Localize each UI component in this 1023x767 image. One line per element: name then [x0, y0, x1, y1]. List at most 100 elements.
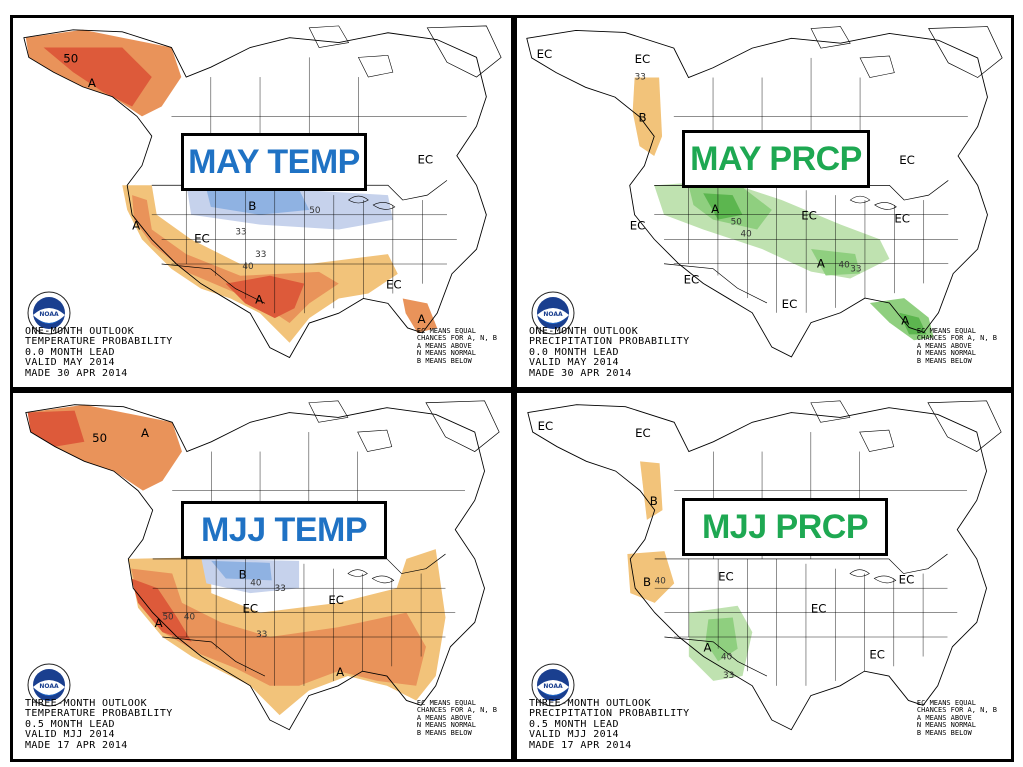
map-label: A [88, 76, 96, 90]
map-label: A [255, 292, 263, 306]
legend-line: B MEANS BELOW [416, 728, 472, 737]
panel-title: MJJ TEMP [181, 501, 387, 559]
legend-line: A MEANS ABOVE [916, 341, 972, 350]
map-label: 40 [242, 262, 254, 272]
ec-legend: EC MEANS EQUAL CHANCES FOR A, N, B A MEA… [916, 326, 997, 366]
legend-line: B MEANS BELOW [916, 728, 972, 737]
caption-line: ONE-MONTH OUTLOOK [25, 325, 135, 337]
map-label: 50 [162, 612, 173, 622]
map-label: A [155, 616, 163, 630]
legend-line: A MEANS ABOVE [416, 341, 472, 350]
caption-line: MADE 17 APR 2014 [529, 739, 632, 751]
map-label: B [650, 494, 658, 508]
legend-line: EC MEANS EQUAL [416, 326, 476, 335]
map-label: A [901, 314, 909, 328]
panel-may-temp: 50 A A A A B EC EC EC 50 40 33 33 MAY TE… [10, 15, 514, 390]
map-label: 40 [721, 652, 732, 662]
legend-line: N MEANS NORMAL [916, 721, 976, 729]
panel-title: MAY PRCP [682, 130, 870, 188]
logo-text: NOAA [543, 683, 563, 690]
map-label: 33 [850, 265, 861, 275]
legend-line: CHANCES FOR A, N, B [416, 706, 497, 714]
caption-line: 0.0 MONTH LEAD [25, 346, 115, 358]
caption-line: MADE 30 APR 2014 [529, 367, 632, 379]
map-label: EC [242, 602, 258, 616]
mjj-prcp-map: EC EC EC EC EC EC B B A 40 40 33 [527, 400, 1002, 731]
noaa-logo-icon: NOAA [27, 291, 71, 335]
map-label: 40 [838, 261, 850, 271]
caption-line: MADE 30 APR 2014 [25, 367, 128, 379]
map-label: B [239, 567, 247, 581]
caption-line: VALID MAY 2014 [25, 357, 115, 368]
ec-legend: EC MEANS EQUAL CHANCES FOR A, N, B A MEA… [416, 698, 497, 738]
map-label: A [817, 257, 825, 271]
legend-line: N MEANS NORMAL [916, 349, 976, 357]
outlook-caption: THREE-MONTH OUTLOOK PRECIPITATION PROBAB… [529, 697, 690, 752]
panel-mjj-temp: 50 A A A B EC EC 50 40 40 33 33 MJJ TEMP… [10, 390, 514, 762]
caption-line: THREE-MONTH OUTLOOK [25, 697, 147, 709]
map-label: A [417, 312, 425, 326]
legend-line: CHANCES FOR A, N, B [416, 334, 497, 342]
map-label: EC [386, 278, 402, 292]
panel-may-prcp: EC EC EC EC EC EC EC EC B A A A 50 40 40… [514, 15, 1014, 390]
outlook-caption: ONE-MONTH OUTLOOK TEMPERATURE PROBABILIT… [25, 325, 173, 380]
caption-line: PRECIPITATION PROBABILITY [529, 336, 690, 347]
legend-line: N MEANS NORMAL [416, 721, 476, 729]
caption-line: 0.5 MONTH LEAD [25, 718, 115, 730]
may-prcp-map: EC EC EC EC EC EC EC EC B A A A 50 40 40… [526, 26, 1003, 358]
noaa-logo-icon: NOAA [531, 291, 575, 335]
legend-line: N MEANS NORMAL [416, 349, 476, 357]
map-label: 50 [731, 218, 743, 228]
map-label: 40 [184, 612, 195, 622]
legend-line: CHANCES FOR A, N, B [916, 334, 997, 342]
caption-line: VALID MJJ 2014 [529, 729, 619, 740]
map-label: 33 [275, 584, 286, 594]
legend-line: EC MEANS EQUAL [916, 326, 976, 335]
map-label: EC [801, 209, 817, 223]
map-label: EC [899, 153, 915, 167]
caption-line: VALID MAY 2014 [529, 357, 619, 368]
map-label: EC [894, 212, 910, 226]
map-label: EC [684, 272, 700, 286]
map-label: 50 [92, 431, 107, 445]
map-label: 40 [250, 578, 261, 588]
legend-line: A MEANS ABOVE [416, 713, 472, 722]
noaa-logo-icon: NOAA [27, 663, 71, 707]
caption-line: TEMPERATURE PROBABILITY [25, 708, 173, 719]
map-label: EC [328, 593, 344, 607]
caption-line: TEMPERATURE PROBABILITY [25, 336, 173, 347]
legend-line: EC MEANS EQUAL [416, 698, 476, 707]
map-label: B [248, 199, 256, 213]
map-label: 40 [740, 229, 752, 239]
map-label: 33 [256, 630, 267, 640]
map-label: A [132, 219, 140, 233]
mjj-temp-map: 50 A A A B EC EC 50 40 40 33 33 [25, 400, 500, 731]
map-label: B [639, 111, 647, 125]
map-label: EC [635, 52, 651, 66]
map-label: 50 [309, 206, 321, 216]
caption-line: VALID MJJ 2014 [25, 729, 115, 740]
map-label: EC [635, 426, 651, 440]
panel-title: MAY TEMP [181, 133, 367, 191]
caption-line: THREE-MONTH OUTLOOK [529, 697, 651, 709]
legend-line: B MEANS BELOW [416, 356, 472, 365]
map-label: EC [718, 569, 734, 583]
map-label: 33 [635, 72, 646, 82]
logo-text: NOAA [543, 311, 563, 318]
map-label: B [643, 575, 651, 589]
map-label: A [336, 665, 344, 679]
caption-line: 0.5 MONTH LEAD [529, 718, 619, 730]
ec-legend: EC MEANS EQUAL CHANCES FOR A, N, B A MEA… [916, 698, 997, 738]
legend-line: EC MEANS EQUAL [916, 698, 976, 707]
panel-title: MJJ PRCP [682, 498, 888, 556]
map-label: A [703, 641, 711, 655]
noaa-logo-icon: NOAA [531, 663, 575, 707]
caption-line: PRECIPITATION PROBABILITY [529, 708, 690, 719]
map-label: EC [811, 602, 827, 616]
map-label: EC [537, 47, 553, 61]
map-label: 33 [723, 671, 734, 681]
map-label: EC [538, 419, 554, 433]
caption-line: ONE-MONTH OUTLOOK [529, 325, 639, 337]
map-label: A [711, 202, 719, 216]
map-label: EC [417, 153, 433, 167]
